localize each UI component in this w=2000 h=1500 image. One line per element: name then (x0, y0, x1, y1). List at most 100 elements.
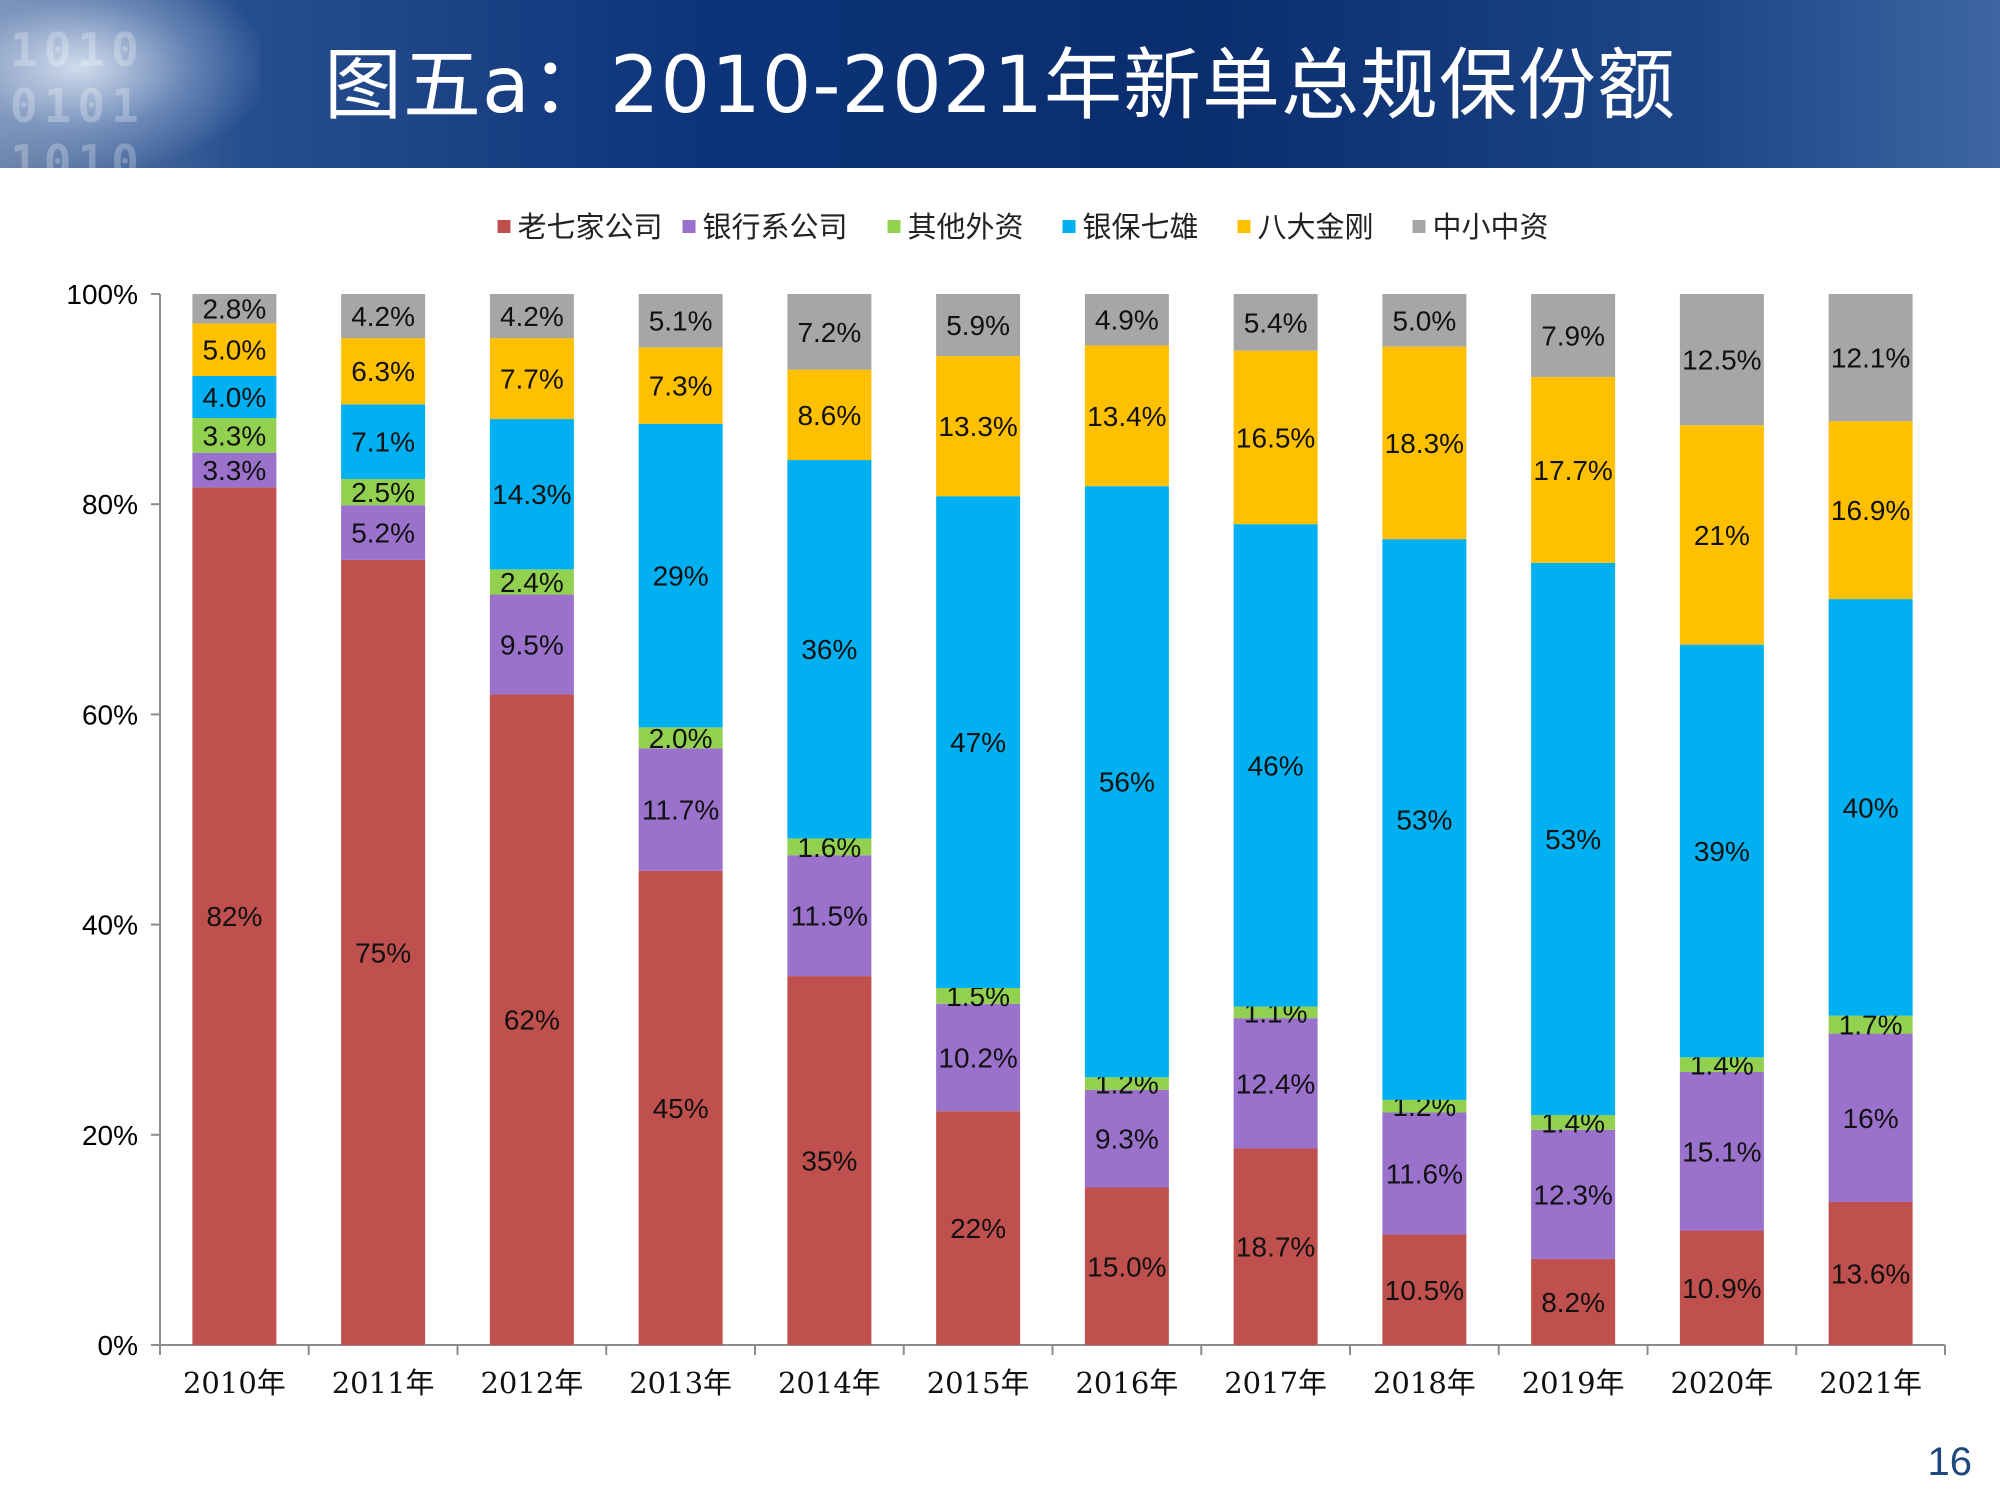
data-label: 2.5% (351, 477, 415, 508)
bar-segment (489, 338, 574, 420)
bar-segment (1084, 486, 1169, 1078)
data-label: 35% (801, 1146, 857, 1177)
data-label: 36% (801, 634, 857, 665)
bar-segment (1679, 1072, 1764, 1231)
slide-header: 1010 0101 1010 图五a：2010-2021年新单总规保份额 (0, 0, 2000, 168)
data-label: 46% (1248, 750, 1304, 781)
data-label: 5.9% (946, 310, 1010, 341)
bar-segment (1531, 1258, 1616, 1345)
legend-swatch (887, 220, 901, 233)
data-label: 8.6% (797, 400, 861, 431)
data-label: 18.3% (1385, 428, 1464, 459)
bar-segment (1828, 1033, 1913, 1202)
data-label: 11.6% (1386, 1159, 1463, 1190)
deco-binary-text: 1010 (10, 23, 145, 77)
data-label: 53% (1545, 824, 1601, 855)
legend-swatch (497, 220, 511, 233)
y-tick-label: 20% (82, 1120, 138, 1151)
bar-segment (1233, 294, 1318, 351)
bar-segment (1679, 1230, 1764, 1345)
bar-segment (489, 569, 574, 595)
legend-label: 银行系公司 (703, 210, 848, 244)
bar-segment (1382, 1112, 1467, 1235)
bar-segment (638, 870, 723, 1345)
data-label: 53% (1396, 805, 1452, 836)
data-label: 16.9% (1831, 495, 1910, 526)
bar-segment (341, 338, 426, 405)
bar-segment (341, 404, 426, 479)
bar-segment (787, 460, 872, 839)
bar-segment (1531, 1129, 1616, 1259)
data-label: 12.1% (1831, 343, 1910, 374)
bar-segment (936, 987, 1021, 1004)
bar-segment (341, 294, 426, 339)
bar-segment (1679, 294, 1764, 426)
data-label: 6.3% (351, 356, 415, 387)
bar-segment (787, 855, 872, 977)
y-tick-label: 80% (82, 489, 138, 520)
bar-segment (1828, 1201, 1913, 1345)
bar-segment (638, 727, 723, 749)
data-label: 40% (1843, 792, 1899, 823)
bar-segment (1531, 1115, 1616, 1130)
bar-segment (1084, 345, 1169, 487)
bar-segment (341, 478, 426, 506)
bar-segment (936, 1111, 1021, 1345)
data-label: 4.9% (1095, 305, 1159, 336)
x-tick-label: 2018年 (1373, 1366, 1476, 1400)
legend-label: 中小中资 (1433, 210, 1549, 244)
bar-segment (1679, 1057, 1764, 1073)
data-label: 47% (950, 727, 1006, 758)
bar-segment (489, 419, 574, 570)
bar-segment (1828, 1015, 1913, 1034)
bar-segment (638, 294, 723, 348)
bar-segment (787, 838, 872, 856)
x-tick-label: 2012年 (480, 1366, 583, 1400)
data-label: 5.2% (351, 518, 415, 549)
bar-segment (1679, 644, 1764, 1058)
bar-segment (489, 694, 574, 1345)
x-tick-label: 2021年 (1819, 1366, 1922, 1400)
data-label: 8.2% (1541, 1287, 1605, 1318)
bar-segment (1382, 1234, 1467, 1345)
data-label: 5.1% (649, 306, 713, 337)
bar-segment (192, 323, 277, 376)
data-label: 10.2% (938, 1043, 1017, 1074)
x-tick-label: 2014年 (778, 1366, 881, 1400)
legend-swatch (1412, 220, 1426, 233)
bar-segment (1233, 350, 1318, 525)
bar-segment (1531, 376, 1616, 563)
x-tick-label: 2011年 (332, 1366, 435, 1400)
data-label: 29% (653, 561, 709, 592)
data-label: 11.7% (642, 795, 719, 826)
bar-segment (1828, 294, 1913, 422)
bar-segment (192, 418, 277, 453)
bar-segment (936, 496, 1021, 988)
data-label: 11.5% (791, 901, 868, 932)
data-label: 62% (504, 1005, 560, 1036)
data-label: 5.0% (1392, 305, 1456, 336)
deco-binary-text: 0101 (10, 79, 145, 133)
x-tick-label: 2010年 (183, 1366, 286, 1400)
bar-segment (341, 505, 426, 560)
data-label: 12.3% (1533, 1179, 1612, 1210)
bar-segment (638, 423, 723, 728)
bar-segment (192, 487, 277, 1345)
data-label: 13.6% (1831, 1258, 1910, 1289)
data-label: 3.3% (202, 420, 266, 451)
legend-label: 八大金刚 (1258, 210, 1374, 244)
bar-segment (489, 594, 574, 695)
x-tick-label: 2017年 (1224, 1366, 1327, 1400)
data-label: 10.9% (1682, 1273, 1761, 1304)
data-label: 5.4% (1244, 307, 1308, 338)
y-tick-label: 100% (66, 279, 138, 310)
bar-segment (192, 375, 277, 419)
deco-binary-text: 1010 (10, 135, 145, 168)
data-label: 39% (1694, 836, 1750, 867)
bar-segment (1828, 599, 1913, 1016)
bar-segment (1531, 294, 1616, 377)
bar-segment (1531, 562, 1616, 1116)
bar-segment (341, 559, 426, 1345)
data-label: 4.2% (351, 301, 415, 332)
